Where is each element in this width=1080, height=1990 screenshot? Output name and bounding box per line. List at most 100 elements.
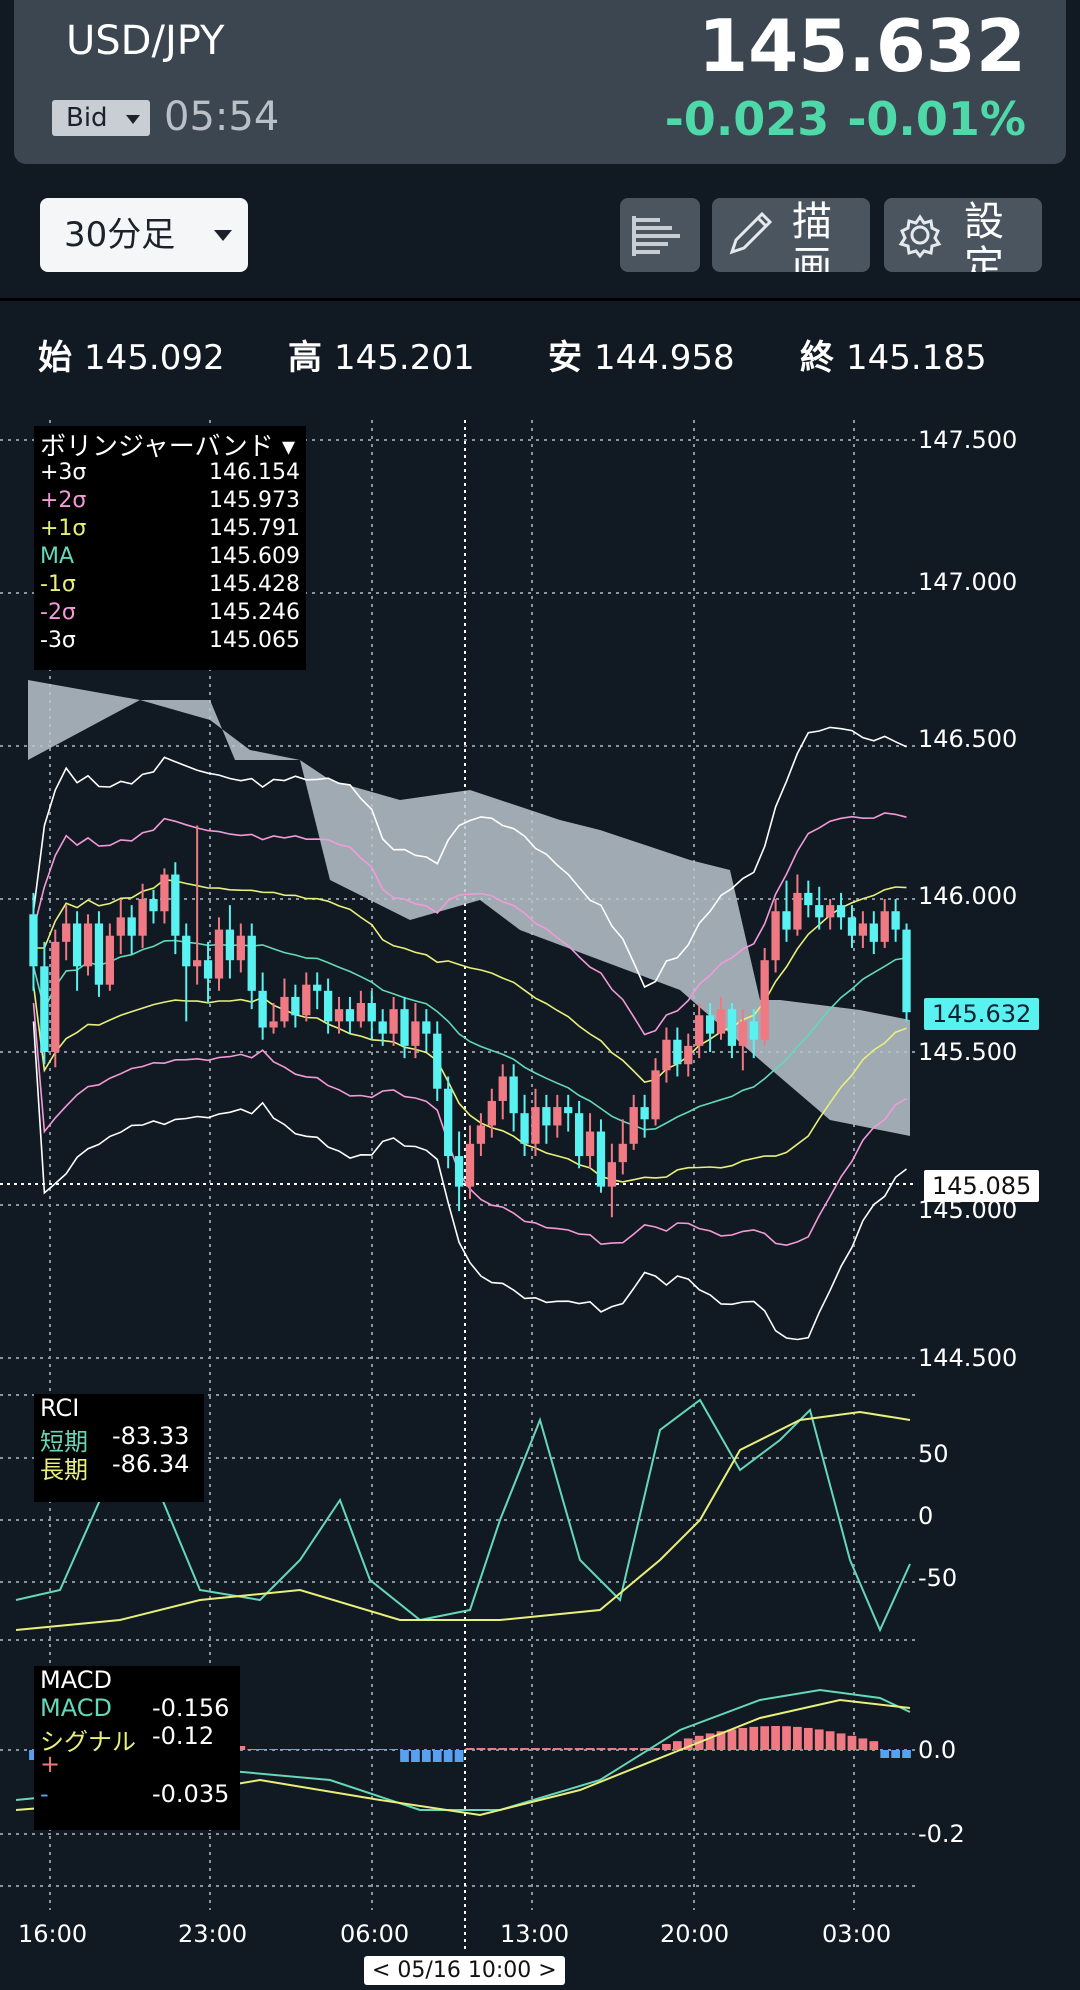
macd-bar [301,1749,311,1750]
candle-body [203,960,213,979]
bb-label: +3σ [40,460,87,485]
x-tick: 20:00 [660,1920,730,1948]
macd-bar [443,1750,453,1762]
ohlc-open: 始 145.092 [38,330,225,379]
macd-bar [476,1748,486,1750]
macd-bar [793,1726,802,1750]
macd-bar [771,1726,780,1750]
candle-body [858,923,868,936]
macd-bar [258,1749,268,1750]
x-tick: 13:00 [500,1920,570,1948]
bid-ask-toggle[interactable]: Bid [52,100,150,136]
candle-body [815,905,824,918]
candle-body [640,1107,649,1120]
ohlc-high: 高 145.201 [288,330,475,379]
rci-tick: -50 [918,1564,958,1592]
macd-bar [880,1750,890,1758]
macd-bar [640,1748,649,1750]
macd-bar [803,1727,813,1750]
y-tick: 147.500 [918,426,1018,454]
macd-bar [552,1748,562,1750]
macd-tick: -0.2 [918,1820,965,1848]
candle-body [454,1156,464,1187]
candle-body [422,1021,431,1034]
bb-value: 145.791 [209,516,300,541]
settings-label: 設定 [964,199,1004,272]
candle-body [520,1113,529,1144]
candle-body [574,1113,584,1157]
candle-body [760,960,769,1040]
macd-bar [836,1733,846,1750]
candle-body [280,996,289,1022]
rci-legend[interactable]: RCI 短期 -83.33 長期 -86.34 [34,1394,204,1502]
macd-legend[interactable]: MACD MACD -0.156 シグナル -0.12 + - -0.035 [34,1666,240,1830]
quote-time: 05:54 [164,94,280,140]
macd-tick: 0.0 [918,1736,957,1764]
candle-body [771,911,780,961]
settings-button[interactable]: 設定 [884,198,1042,272]
macd-bar [814,1729,824,1750]
macd-bar [716,1731,726,1750]
macd-bar [662,1744,671,1750]
candle-body [138,899,147,936]
candle-body [531,1107,540,1144]
candle-body [258,990,267,1028]
ohlc-low-value: 144.958 [594,338,735,378]
y-tick: 146.000 [918,882,1018,910]
timeframe-value: 30分足 [64,215,176,255]
candle-body [891,911,900,930]
candle-body [749,1021,758,1040]
candle-body [149,899,158,912]
ohlc-open-value: 145.092 [84,338,225,378]
candle-body [214,929,224,979]
candle-body [302,984,311,1016]
bollinger-legend[interactable]: ボリンジャーバンド ▾ +3σ 146.154 +2σ 145.973 +1σ 145… [34,426,306,670]
candle-body [651,1070,660,1120]
macd-bar [596,1748,606,1750]
macd-bar [411,1750,420,1762]
macd-hist-label: - -0.035 [40,1780,230,1808]
candle-body [323,990,333,1022]
bb-row-ma: MA 145.609 [40,544,300,572]
bid-label: Bid [66,103,108,133]
crosshair-time-tag[interactable]: < 05/16 10:00 > [364,1956,565,1985]
macd-bar [727,1729,737,1750]
candle-body [585,1131,595,1157]
candle-body [400,1009,409,1046]
candle-body [334,1009,344,1022]
macd-bar [607,1748,617,1750]
bb-plus2-line [32,812,907,1036]
quote-header: USD/JPY Bid 05:54 145.632 -0.023 -0.01% [14,0,1066,164]
draw-button[interactable]: 描画 [712,198,870,272]
candle-body [367,1003,376,1022]
bb-label: -2σ [40,600,76,625]
candle-body [880,911,889,942]
candle-body [564,1107,573,1114]
candle-body [673,1039,682,1065]
macd-bar [574,1748,584,1750]
candle-body [40,966,49,1052]
macd-bar [334,1749,344,1750]
bb-row-plus2: +2σ 145.973 [40,488,300,516]
macd-bar [509,1748,519,1750]
candle-body [269,1021,278,1028]
candle-body [498,1076,507,1101]
candle-body [836,905,846,918]
macd-bar [323,1749,333,1750]
candle-body [847,917,857,936]
crosshair-price-tag: 145.085 [924,1170,1040,1202]
rci-title: RCI [40,1394,80,1422]
macd-bar [29,1750,38,1760]
current-price: 145.632 [698,4,1026,88]
macd-bar [825,1731,835,1750]
candle-body [684,1045,693,1065]
price-chart[interactable] [0,420,1080,1950]
ohlc-high-label: 高 [288,338,322,378]
macd-bar [498,1748,508,1750]
timeframe-select[interactable]: 30分足 [40,198,248,272]
candle-body [127,917,136,936]
currency-pair[interactable]: USD/JPY [66,18,225,64]
indicator-list-button[interactable] [620,198,700,272]
candle-body [465,1143,475,1187]
candle-body [389,1009,398,1034]
